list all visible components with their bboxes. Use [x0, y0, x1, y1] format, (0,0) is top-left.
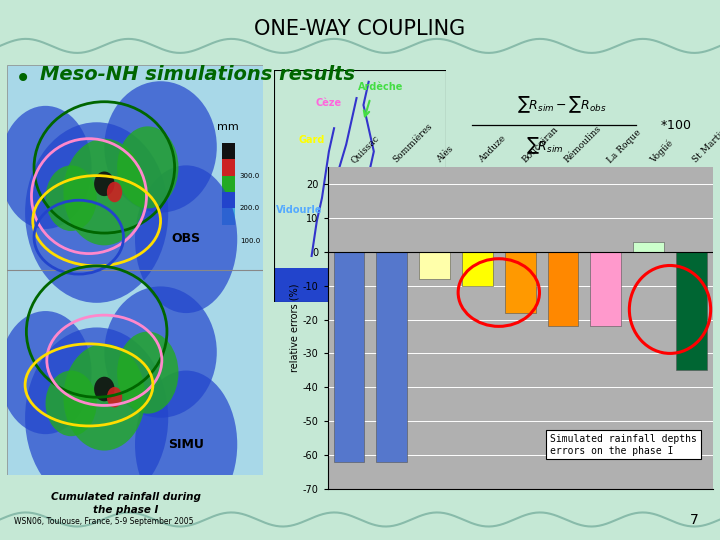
Text: SIMU: SIMU [168, 437, 204, 450]
Text: Cèze: Cèze [316, 98, 342, 108]
Bar [548, 252, 578, 326]
Ellipse shape [94, 377, 114, 401]
Text: ONE-WAY COUPLING: ONE-WAY COUPLING [254, 19, 466, 39]
Text: $\sum R_{sim} - \sum R_{obs}$: $\sum R_{sim} - \sum R_{obs}$ [518, 94, 607, 115]
Ellipse shape [63, 139, 145, 245]
Text: •: • [14, 65, 31, 93]
FancyBboxPatch shape [7, 270, 263, 475]
Ellipse shape [117, 126, 179, 208]
Ellipse shape [0, 311, 91, 434]
FancyBboxPatch shape [222, 143, 235, 159]
Text: 100.0: 100.0 [240, 238, 260, 244]
Text: WSN06, Toulouse, France, 5-9 September 2005: WSN06, Toulouse, France, 5-9 September 2… [14, 517, 194, 526]
Text: Gard: Gard [298, 135, 325, 145]
Ellipse shape [135, 370, 238, 518]
FancyBboxPatch shape [274, 267, 446, 302]
Ellipse shape [25, 327, 168, 508]
Ellipse shape [104, 286, 217, 418]
Ellipse shape [135, 165, 238, 313]
Ellipse shape [63, 344, 145, 450]
Ellipse shape [25, 122, 168, 303]
Text: 7: 7 [690, 512, 698, 526]
Ellipse shape [107, 182, 122, 202]
Bar [590, 252, 621, 326]
Ellipse shape [104, 81, 217, 213]
Ellipse shape [94, 172, 114, 196]
Text: Ardèche: Ardèche [358, 82, 403, 92]
FancyBboxPatch shape [222, 208, 235, 225]
Text: 300.0: 300.0 [240, 173, 260, 179]
Text: $\sum R_{sim}$: $\sum R_{sim}$ [526, 136, 564, 156]
Bar [419, 252, 450, 279]
Text: Simulated rainfall depths
errors on the phase I: Simulated rainfall depths errors on the … [550, 434, 697, 456]
Text: OBS: OBS [171, 232, 201, 245]
FancyBboxPatch shape [7, 65, 263, 270]
Text: Meso-NH simulations results: Meso-NH simulations results [40, 65, 355, 84]
FancyBboxPatch shape [222, 192, 235, 208]
Text: Cumulated rainfall during: Cumulated rainfall during [51, 492, 201, 503]
Ellipse shape [0, 106, 91, 229]
Text: mm: mm [217, 122, 238, 132]
Text: 200.0: 200.0 [240, 205, 260, 212]
Bar [462, 252, 492, 286]
Bar [377, 252, 408, 462]
FancyBboxPatch shape [222, 176, 235, 192]
Text: Vidourle: Vidourle [276, 205, 323, 215]
Ellipse shape [45, 370, 96, 436]
Ellipse shape [117, 332, 179, 414]
Bar [676, 252, 707, 370]
Bar [333, 252, 364, 462]
Text: $*100$: $*100$ [660, 119, 691, 132]
Text: the phase I: the phase I [94, 505, 158, 515]
Bar [633, 242, 664, 252]
Ellipse shape [107, 387, 122, 408]
FancyBboxPatch shape [222, 159, 235, 176]
Y-axis label: relative errors (%): relative errors (%) [290, 284, 300, 372]
Ellipse shape [45, 165, 96, 231]
Bar [505, 252, 536, 313]
